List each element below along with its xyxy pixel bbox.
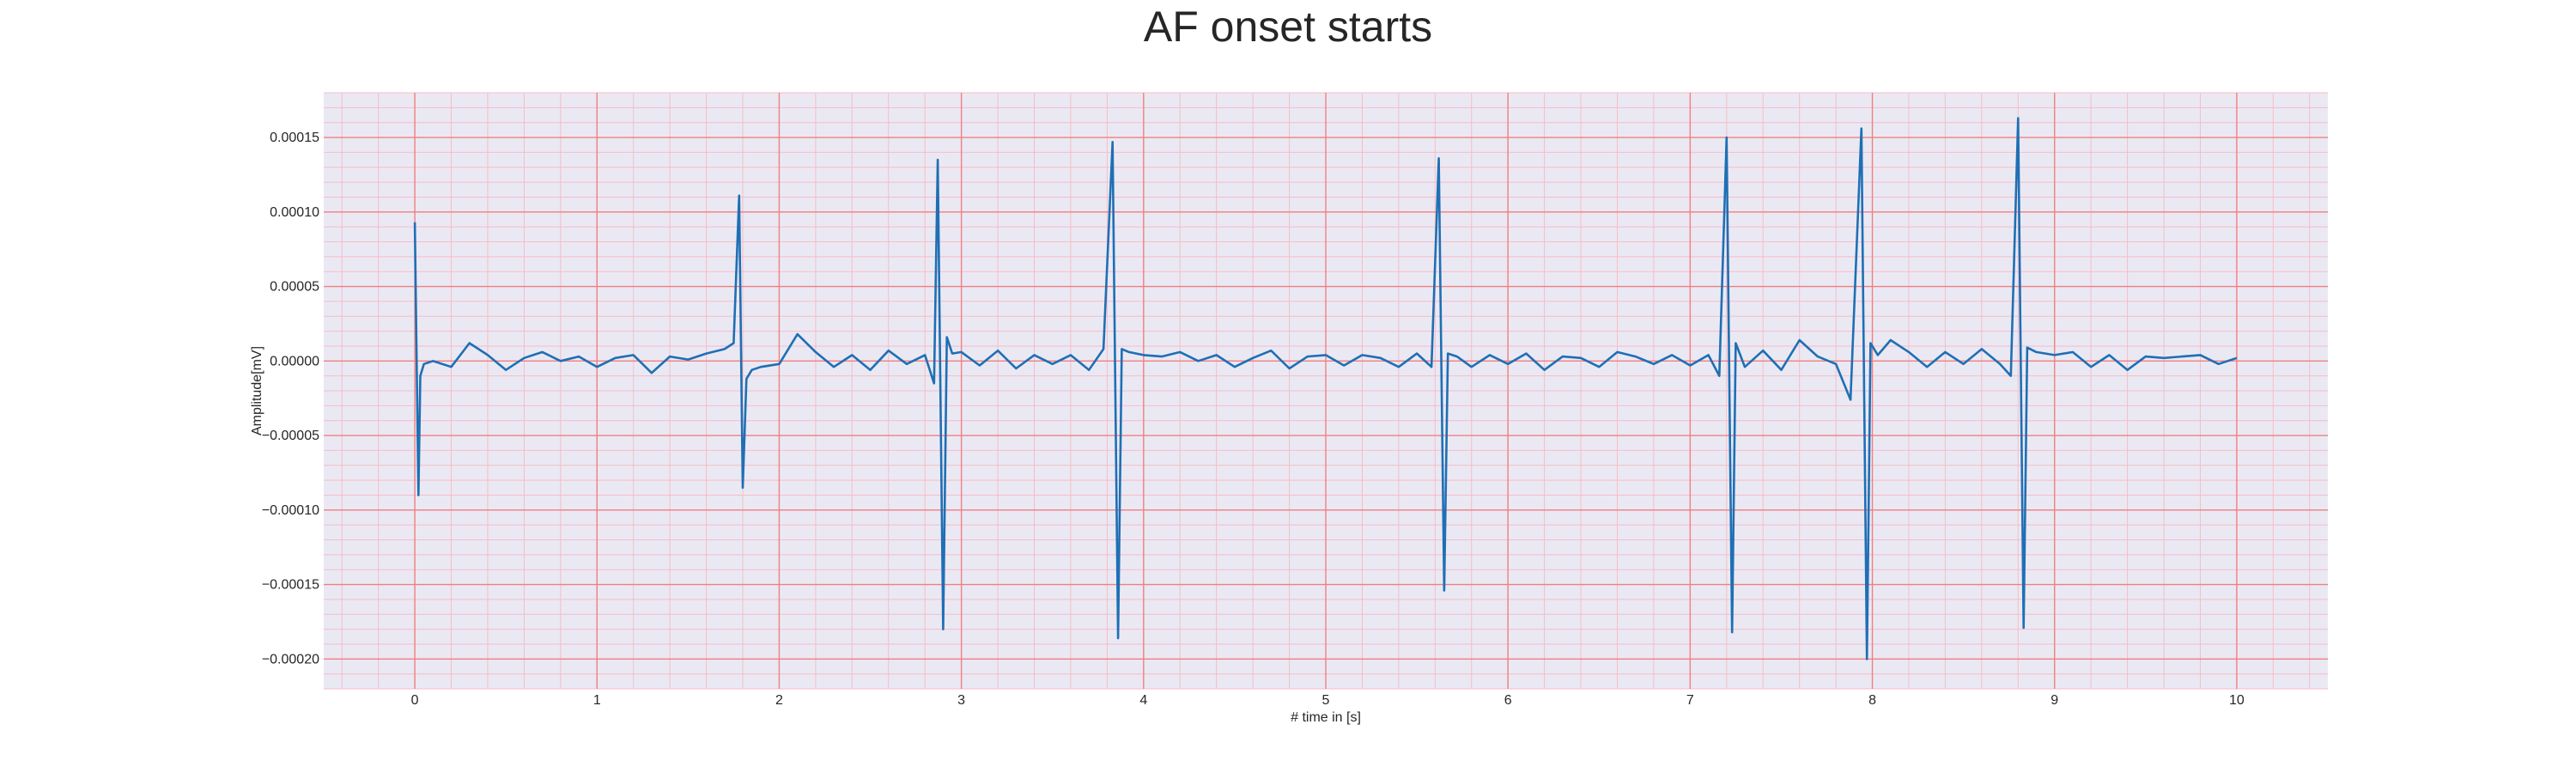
y-axis-ticks: 0.00015 0.00010 0.00005 0.00000 −0.00005 −0.0… [262, 131, 319, 666]
x-tick-label: 4 [1139, 693, 1147, 708]
x-tick-label: 2 [775, 693, 783, 708]
major-grid [324, 93, 2328, 689]
x-tick-label: 5 [1322, 693, 1330, 708]
chart-title: AF onset starts [1143, 3, 1433, 51]
y-axis-label: Amplitude[mV] [250, 346, 264, 435]
x-tick-label: 1 [593, 693, 601, 708]
y-tick-label: 0.00010 [270, 205, 319, 220]
x-tick-label: 3 [957, 693, 965, 708]
y-tick-label: 0.00000 [270, 354, 319, 368]
ecg-series-line [413, 117, 2238, 660]
x-tick-label: 8 [1868, 693, 1876, 708]
x-axis-label: # time in [s] [1291, 710, 1361, 725]
x-tick-label: 0 [411, 693, 419, 708]
x-tick-label: 6 [1504, 693, 1512, 708]
x-axis-ticks: 0 1 2 3 4 5 6 7 8 9 10 [411, 693, 2245, 708]
y-tick-label: 0.00015 [270, 131, 319, 145]
y-tick-label: −0.00010 [262, 503, 319, 518]
x-tick-label: 9 [2050, 693, 2058, 708]
y-tick-label: 0.00005 [270, 280, 319, 295]
y-tick-label: −0.00015 [262, 578, 319, 593]
x-tick-label: 7 [1686, 693, 1694, 708]
y-tick-label: −0.00005 [262, 429, 319, 443]
x-tick-label: 10 [2229, 693, 2245, 708]
y-tick-label: −0.00020 [262, 652, 319, 666]
